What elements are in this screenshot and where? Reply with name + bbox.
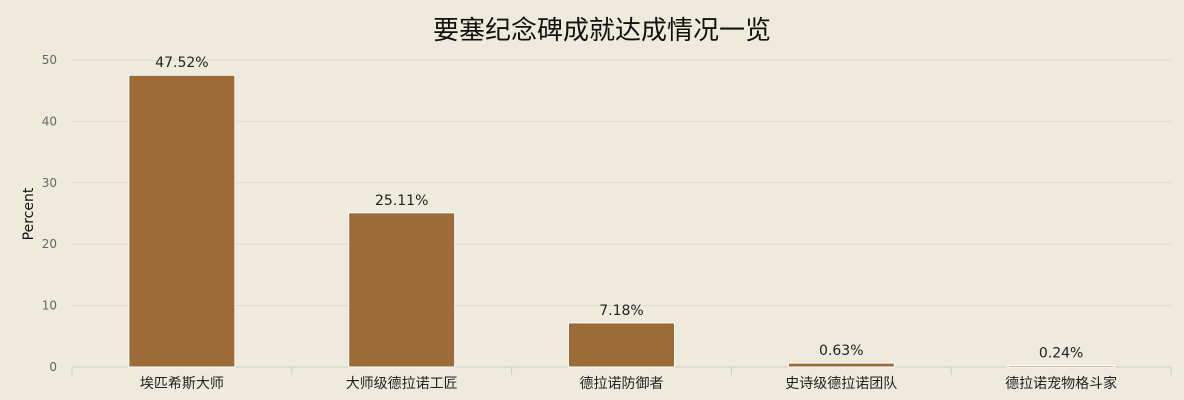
bar (1007, 365, 1115, 368)
bar (568, 322, 675, 368)
x-tick-label: 大师级德拉诺工匠 (346, 376, 458, 392)
y-tick-label: 30 (42, 176, 57, 190)
chart-title: 要塞纪念碑成就达成情况一览 (433, 16, 771, 46)
y-tick-label: 10 (42, 299, 57, 313)
y-tick-label: 0 (49, 360, 57, 374)
data-label: 47.52% (155, 55, 208, 71)
bar (787, 362, 895, 368)
y-tick-label: 40 (42, 114, 57, 128)
bar (128, 74, 236, 368)
data-label: 0.63% (819, 343, 863, 359)
y-tick-label: 50 (42, 53, 57, 67)
data-label: 25.11% (375, 193, 428, 209)
x-tick-label: 德拉诺宠物格斗家 (1005, 375, 1117, 392)
x-tick-label: 史诗级德拉诺团队 (785, 376, 897, 392)
x-tick-label: 德拉诺防御者 (580, 376, 664, 392)
bar (348, 212, 456, 368)
y-axis-label: Percent (21, 187, 37, 240)
x-tick-label: 埃匹希斯大师 (140, 376, 224, 392)
data-label: 7.18% (599, 303, 643, 319)
data-label: 0.24% (1039, 346, 1083, 362)
y-tick-label: 20 (42, 237, 57, 251)
